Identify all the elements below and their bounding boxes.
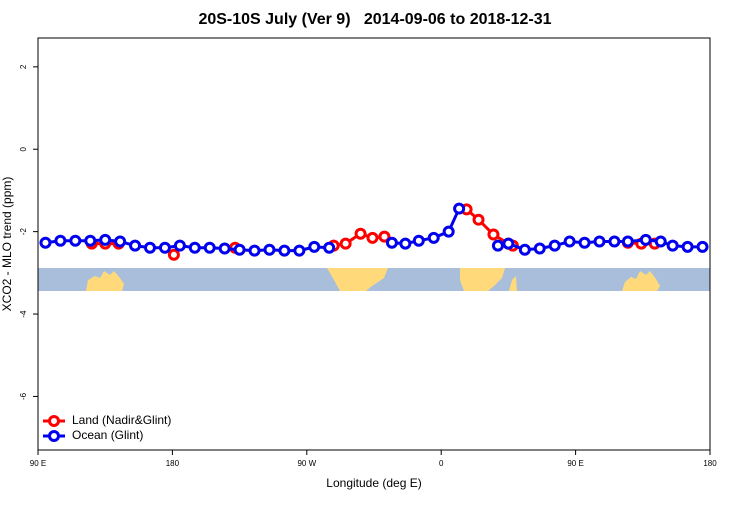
point [233, 243, 246, 256]
point [533, 242, 546, 255]
point [681, 240, 694, 253]
legend-label: Ocean (Glint) [72, 428, 143, 442]
point [427, 231, 440, 244]
x-tick-label: 180 [166, 459, 180, 468]
point [654, 235, 667, 248]
point [491, 239, 504, 252]
point [639, 233, 652, 246]
point [518, 243, 531, 256]
y-tick-label: 0 [19, 146, 28, 151]
point [203, 241, 216, 254]
point [167, 248, 180, 261]
y-tick-label: -2 [19, 228, 28, 236]
point [502, 237, 515, 250]
point [308, 240, 321, 253]
point [323, 241, 336, 254]
point [188, 241, 201, 254]
x-tick-label: 90 E [567, 459, 583, 468]
point [263, 243, 276, 256]
legend-marker [48, 430, 60, 442]
point [84, 234, 97, 247]
chart-title: 20S-10S July (Ver 9) 2014-09-06 to 2018-… [198, 11, 551, 28]
point [278, 244, 291, 257]
map-strip [38, 268, 710, 291]
point [293, 244, 306, 257]
point [666, 239, 679, 252]
point [129, 239, 142, 252]
point [378, 230, 391, 243]
x-axis-label: Longitude (deg E) [326, 476, 421, 490]
point [99, 233, 112, 246]
point [608, 235, 621, 248]
point [472, 213, 485, 226]
point [158, 241, 171, 254]
point [385, 236, 398, 249]
legend-marker [48, 415, 60, 427]
point [563, 235, 576, 248]
x-tick-label: 180 [703, 459, 717, 468]
point [39, 236, 52, 249]
x-tick-label: 90 E [30, 459, 46, 468]
legend-label: Land (Nadir&Glint) [72, 413, 171, 427]
point [173, 239, 186, 252]
point [248, 244, 261, 257]
y-tick-label: -4 [19, 310, 28, 318]
point [399, 237, 412, 250]
point [442, 225, 455, 238]
point [453, 202, 466, 215]
y-tick-label: 2 [19, 64, 28, 69]
point [548, 239, 561, 252]
point [114, 235, 127, 248]
y-axis-label: XCO2 - MLO trend (ppm) [0, 177, 14, 312]
point [144, 241, 156, 254]
plot-frame [37, 37, 711, 451]
point [366, 231, 379, 244]
point [412, 234, 425, 247]
point [487, 228, 500, 241]
point [339, 237, 352, 250]
point [69, 234, 82, 247]
point [696, 240, 709, 253]
point [621, 235, 634, 248]
point [218, 242, 231, 255]
point [354, 227, 367, 240]
x-tick-label: 0 [439, 459, 444, 468]
point [593, 235, 606, 248]
y-tick-label: -6 [19, 392, 28, 400]
point [54, 234, 67, 247]
x-tick-label: 90 W [297, 459, 316, 468]
point [578, 236, 591, 249]
